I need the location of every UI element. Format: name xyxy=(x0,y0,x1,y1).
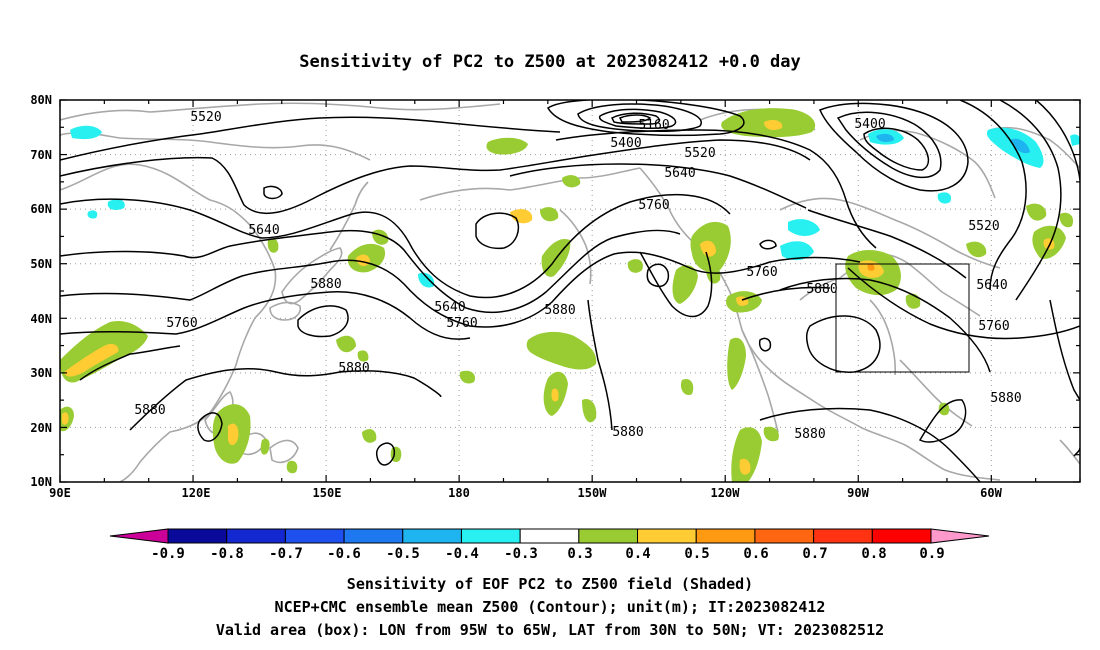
map-background xyxy=(60,100,1080,482)
contour-label: 5160 xyxy=(638,118,669,133)
contour-label: 5640 xyxy=(976,278,1007,293)
contour-label: 5880 xyxy=(990,391,1021,406)
lon-tick-label: 180 xyxy=(448,486,470,500)
lat-tick-label: 40N xyxy=(30,312,52,326)
contour-label: 5640 xyxy=(664,166,695,181)
colorbar-label: -0.7 xyxy=(269,546,303,562)
colorbar-swatch xyxy=(460,528,521,544)
lon-tick-label: 120E xyxy=(182,486,211,500)
colorbar-swatch xyxy=(695,528,756,544)
colorbar-right-triangle xyxy=(930,528,990,544)
colorbar-label: 0.9 xyxy=(919,546,944,562)
contour-label: 5640 xyxy=(248,223,279,238)
contour-label-group: 5520 5160 5400 5520 5400 5640 5760 5640 … xyxy=(134,110,1021,442)
z500-contours xyxy=(60,100,1080,482)
colorbar-label: 0.4 xyxy=(625,546,650,562)
colorbar-swatch xyxy=(637,528,697,544)
contour-label: 5520 xyxy=(968,219,999,234)
figure-title: Sensitivity of PC2 to Z500 at 2023082412… xyxy=(299,52,801,72)
contour-label: 5760 xyxy=(638,198,669,213)
colorbar-swatch xyxy=(578,528,639,544)
colorbar-label: -0.4 xyxy=(445,546,479,562)
contour-label: 5880 xyxy=(544,303,575,318)
caption-block: Sensitivity of EOF PC2 to Z500 field (Sh… xyxy=(216,575,884,639)
valid-area-box xyxy=(835,263,970,373)
lat-tick-label: 20N xyxy=(30,421,52,435)
colorbar-swatch xyxy=(167,528,228,544)
contour-label: 5760 xyxy=(746,265,777,280)
lat-tick-label: 70N xyxy=(30,148,52,162)
colorbar-swatch xyxy=(519,528,580,544)
colorbar-labels: -0.9 -0.8 -0.7 -0.6 -0.5 -0.4 -0.3 0.3 0… xyxy=(151,546,945,562)
contour-label: 5400 xyxy=(854,117,885,132)
contour-label: 5520 xyxy=(190,110,221,125)
contour-label: 5760 xyxy=(446,316,477,331)
colorbar-label: 0.7 xyxy=(802,546,827,562)
colorbar: -0.9 -0.8 -0.7 -0.6 -0.5 -0.4 -0.3 0.3 0… xyxy=(109,528,990,562)
lat-tick-label: 60N xyxy=(30,202,52,216)
sensitivity-shading xyxy=(60,108,1080,482)
lat-tick-label: 80N xyxy=(30,93,52,107)
colorbar-label: -0.6 xyxy=(327,546,361,562)
colorbar-label: 0.6 xyxy=(743,546,768,562)
contour-label: 5520 xyxy=(684,146,715,161)
axis-ticks xyxy=(59,99,1081,483)
caption-line: Sensitivity of EOF PC2 to Z500 field (Sh… xyxy=(347,575,753,593)
caption-line: Valid area (box): LON from 95W to 65W, L… xyxy=(216,621,884,639)
lat-tick-label: 30N xyxy=(30,366,52,380)
colorbar-label: -0.3 xyxy=(504,546,538,562)
lon-tick-label: 150E xyxy=(313,486,342,500)
contour-label: 5760 xyxy=(978,319,1009,334)
contour-label: 5880 xyxy=(134,403,165,418)
contour-label: 5760 xyxy=(166,316,197,331)
colorbar-boxes xyxy=(167,528,932,544)
colorbar-label: 0.5 xyxy=(684,546,709,562)
colorbar-swatch xyxy=(402,528,462,544)
colorbar-swatch xyxy=(813,528,873,544)
lon-tick-label: 60W xyxy=(980,486,1002,500)
lon-tick-label: 120W xyxy=(711,486,741,500)
contour-label: 5400 xyxy=(610,136,641,151)
colorbar-label: -0.9 xyxy=(151,546,185,562)
contour-label: 5880 xyxy=(612,425,643,440)
colorbar-swatch xyxy=(226,528,286,544)
contour-label: 5640 xyxy=(434,300,465,315)
lon-axis-labels: 90E 120E 150E 180 150W 120W 90W 60W xyxy=(49,486,1002,500)
contour-label: 5880 xyxy=(338,361,369,376)
contour-label: 5880 xyxy=(310,277,341,292)
colorbar-label: 0.3 xyxy=(567,546,592,562)
colorbar-label: -0.8 xyxy=(210,546,244,562)
lon-tick-label: 150W xyxy=(578,486,608,500)
contour-label: 5880 xyxy=(794,427,825,442)
map-panel: 5520 5160 5400 5520 5400 5640 5760 5640 … xyxy=(30,93,1081,500)
lat-axis-labels: 80N 70N 60N 50N 40N 30N 20N 10N xyxy=(30,93,52,489)
lat-tick-label: 50N xyxy=(30,257,52,271)
contour-label: 5880 xyxy=(806,282,837,297)
lat-tick-label: 10N xyxy=(30,475,52,489)
caption-line: NCEP+CMC ensemble mean Z500 (Contour); u… xyxy=(275,598,826,616)
lon-tick-label: 90W xyxy=(847,486,869,500)
colorbar-left-triangle xyxy=(109,528,169,544)
colorbar-swatch xyxy=(343,528,404,544)
colorbar-label: -0.5 xyxy=(386,546,420,562)
colorbar-swatch xyxy=(284,528,345,544)
colorbar-label: 0.8 xyxy=(861,546,886,562)
lon-tick-label: 90E xyxy=(49,486,71,500)
colorbar-swatch xyxy=(871,528,932,544)
colorbar-swatch xyxy=(754,528,815,544)
